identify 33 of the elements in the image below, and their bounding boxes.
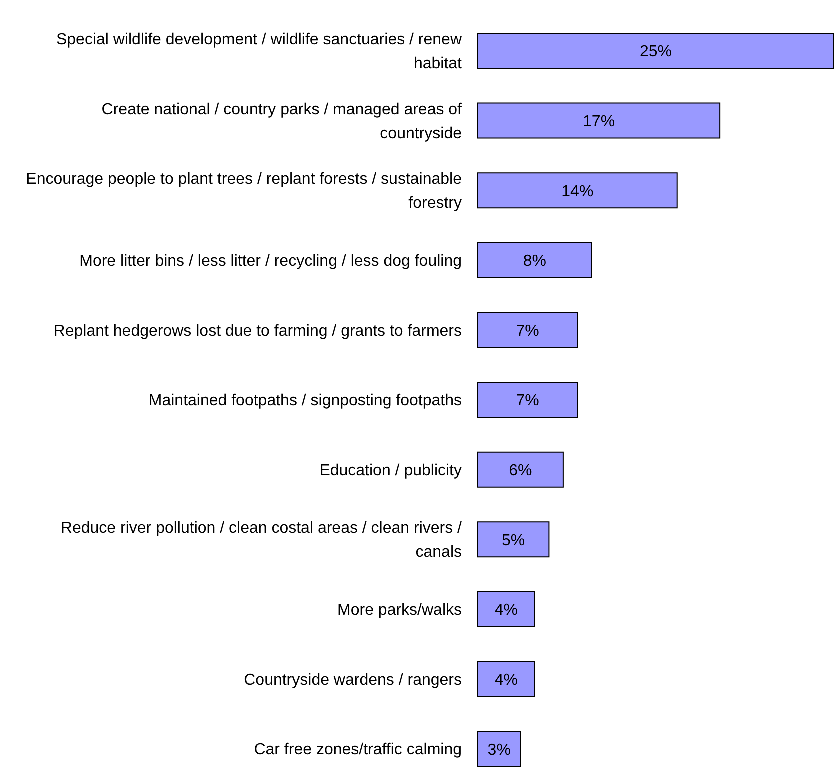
data-label: 5%: [502, 532, 526, 550]
y-tick-label: Create national / country parks / managed areas of countryside: [102, 101, 463, 142]
bar: [478, 102, 721, 139]
y-tick-label: Special wildlife development / wildlife sanctuaries / renew habitat: [56, 32, 463, 73]
y-tick-label: Replant hedgerows lost due to farming / grants to farmers: [54, 322, 462, 340]
bar: [478, 592, 536, 628]
data-label: 3%: [488, 742, 511, 759]
y-tick-label: Car free zones/traffic calming: [254, 742, 462, 759]
bar: [478, 452, 564, 488]
data-label: 8%: [523, 253, 547, 270]
bar: [478, 172, 678, 209]
data-label: 6%: [509, 462, 532, 480]
data-label: 4%: [494, 672, 518, 689]
data-label: 17%: [583, 113, 616, 130]
y-tick-label: More parks/walks: [338, 602, 462, 620]
bar: [478, 382, 578, 418]
y-tick-label: Reduce river pollution / clean costal areas / clean rivers / canals: [60, 520, 463, 562]
bar: [478, 661, 536, 698]
y-tick-label: Countryside wardens / rangers: [244, 672, 462, 689]
data-label: 14%: [562, 183, 594, 200]
data-label: 4%: [494, 602, 518, 620]
y-tick-label: Education / publicity: [320, 462, 462, 480]
y-tick-label: Maintained footpaths / signposting footpaths: [148, 392, 462, 410]
y-tick-label: Encourage people to plant trees / replant forests / sustainable forestry: [26, 171, 462, 212]
bar: [478, 731, 522, 768]
bar: [478, 522, 550, 558]
data-label: 7%: [516, 322, 540, 340]
bar: [478, 312, 578, 348]
bar: [478, 32, 834, 69]
data-label: 7%: [516, 392, 540, 410]
bar: [478, 242, 592, 278]
y-tick-label: More litter bins / less litter / recycling / less dog fouling: [80, 252, 462, 270]
data-label: 25%: [640, 44, 672, 61]
